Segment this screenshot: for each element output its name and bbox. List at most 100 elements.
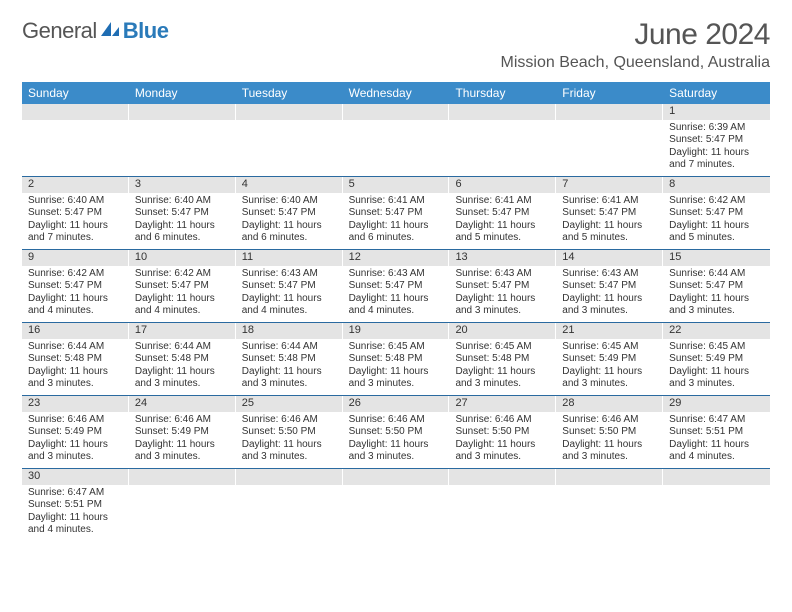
sunrise-line: Sunrise: 6:44 AM (135, 341, 230, 354)
day-number: 12 (343, 250, 450, 266)
day-details: Sunrise: 6:47 AMSunset: 5:51 PMDaylight:… (22, 485, 129, 540)
sunrise-line: Sunrise: 6:44 AM (242, 341, 337, 354)
day-cell: 22Sunrise: 6:45 AMSunset: 5:49 PMDayligh… (663, 323, 770, 395)
day-details: Sunrise: 6:44 AMSunset: 5:48 PMDaylight:… (236, 339, 343, 394)
day-number (449, 104, 556, 120)
day-number: 27 (449, 396, 556, 412)
day-cell: 30Sunrise: 6:47 AMSunset: 5:51 PMDayligh… (22, 469, 129, 541)
sunset-line: Sunset: 5:50 PM (562, 426, 657, 439)
day-number (129, 469, 236, 485)
day-details: Sunrise: 6:41 AMSunset: 5:47 PMDaylight:… (449, 193, 556, 248)
day-number: 1 (663, 104, 770, 120)
sunset-line: Sunset: 5:49 PM (562, 353, 657, 366)
daylight-line: Daylight: 11 hours and 5 minutes. (455, 220, 550, 245)
logo: General Blue (22, 18, 168, 44)
sunrise-line: Sunrise: 6:42 AM (28, 268, 123, 281)
day-number: 2 (22, 177, 129, 193)
sunrise-line: Sunrise: 6:46 AM (349, 414, 444, 427)
day-details: Sunrise: 6:43 AMSunset: 5:47 PMDaylight:… (449, 266, 556, 321)
sunrise-line: Sunrise: 6:41 AM (562, 195, 657, 208)
daylight-line: Daylight: 11 hours and 6 minutes. (349, 220, 444, 245)
day-details: Sunrise: 6:46 AMSunset: 5:50 PMDaylight:… (236, 412, 343, 467)
day-details: Sunrise: 6:46 AMSunset: 5:49 PMDaylight:… (129, 412, 236, 467)
day-details: Sunrise: 6:43 AMSunset: 5:47 PMDaylight:… (236, 266, 343, 321)
day-details: Sunrise: 6:46 AMSunset: 5:49 PMDaylight:… (22, 412, 129, 467)
day-number (449, 469, 556, 485)
week-row: 23Sunrise: 6:46 AMSunset: 5:49 PMDayligh… (22, 396, 770, 469)
day-details: Sunrise: 6:41 AMSunset: 5:47 PMDaylight:… (343, 193, 450, 248)
sunrise-line: Sunrise: 6:42 AM (669, 195, 764, 208)
sunrise-line: Sunrise: 6:46 AM (28, 414, 123, 427)
daylight-line: Daylight: 11 hours and 3 minutes. (135, 439, 230, 464)
day-cell: 14Sunrise: 6:43 AMSunset: 5:47 PMDayligh… (556, 250, 663, 322)
weekday-header: Friday (556, 82, 663, 104)
sunset-line: Sunset: 5:48 PM (28, 353, 123, 366)
sunset-line: Sunset: 5:49 PM (669, 353, 764, 366)
sunset-line: Sunset: 5:48 PM (455, 353, 550, 366)
sunset-line: Sunset: 5:47 PM (669, 280, 764, 293)
day-cell: 21Sunrise: 6:45 AMSunset: 5:49 PMDayligh… (556, 323, 663, 395)
day-details: Sunrise: 6:46 AMSunset: 5:50 PMDaylight:… (449, 412, 556, 467)
day-cell: 13Sunrise: 6:43 AMSunset: 5:47 PMDayligh… (449, 250, 556, 322)
day-details: Sunrise: 6:42 AMSunset: 5:47 PMDaylight:… (663, 193, 770, 248)
day-cell (129, 104, 236, 176)
day-cell: 27Sunrise: 6:46 AMSunset: 5:50 PMDayligh… (449, 396, 556, 468)
daylight-line: Daylight: 11 hours and 3 minutes. (455, 439, 550, 464)
daylight-line: Daylight: 11 hours and 3 minutes. (28, 439, 123, 464)
sunrise-line: Sunrise: 6:46 AM (455, 414, 550, 427)
week-row: 30Sunrise: 6:47 AMSunset: 5:51 PMDayligh… (22, 469, 770, 541)
sunset-line: Sunset: 5:47 PM (28, 207, 123, 220)
day-cell: 10Sunrise: 6:42 AMSunset: 5:47 PMDayligh… (129, 250, 236, 322)
sunset-line: Sunset: 5:48 PM (242, 353, 337, 366)
day-details: Sunrise: 6:44 AMSunset: 5:47 PMDaylight:… (663, 266, 770, 321)
sunset-line: Sunset: 5:50 PM (242, 426, 337, 439)
daylight-line: Daylight: 11 hours and 5 minutes. (669, 220, 764, 245)
day-number (129, 104, 236, 120)
sunrise-line: Sunrise: 6:45 AM (455, 341, 550, 354)
day-details: Sunrise: 6:46 AMSunset: 5:50 PMDaylight:… (343, 412, 450, 467)
weekday-header: Thursday (449, 82, 556, 104)
week-row: 1Sunrise: 6:39 AMSunset: 5:47 PMDaylight… (22, 104, 770, 177)
day-details: Sunrise: 6:45 AMSunset: 5:48 PMDaylight:… (343, 339, 450, 394)
weekday-header-row: SundayMondayTuesdayWednesdayThursdayFrid… (22, 82, 770, 104)
day-number: 24 (129, 396, 236, 412)
sunset-line: Sunset: 5:50 PM (349, 426, 444, 439)
day-number: 18 (236, 323, 343, 339)
day-cell: 18Sunrise: 6:44 AMSunset: 5:48 PMDayligh… (236, 323, 343, 395)
day-number: 19 (343, 323, 450, 339)
day-number: 26 (343, 396, 450, 412)
day-number: 5 (343, 177, 450, 193)
sunrise-line: Sunrise: 6:44 AM (669, 268, 764, 281)
day-details: Sunrise: 6:40 AMSunset: 5:47 PMDaylight:… (129, 193, 236, 248)
sunset-line: Sunset: 5:49 PM (28, 426, 123, 439)
day-number: 22 (663, 323, 770, 339)
day-details: Sunrise: 6:45 AMSunset: 5:49 PMDaylight:… (556, 339, 663, 394)
sunrise-line: Sunrise: 6:43 AM (455, 268, 550, 281)
day-cell: 1Sunrise: 6:39 AMSunset: 5:47 PMDaylight… (663, 104, 770, 176)
daylight-line: Daylight: 11 hours and 3 minutes. (349, 366, 444, 391)
day-details: Sunrise: 6:43 AMSunset: 5:47 PMDaylight:… (556, 266, 663, 321)
header: General Blue June 2024 Mission Beach, Qu… (22, 18, 770, 72)
sunset-line: Sunset: 5:47 PM (669, 207, 764, 220)
day-cell (449, 469, 556, 541)
sunrise-line: Sunrise: 6:45 AM (349, 341, 444, 354)
day-cell: 17Sunrise: 6:44 AMSunset: 5:48 PMDayligh… (129, 323, 236, 395)
sunrise-line: Sunrise: 6:44 AM (28, 341, 123, 354)
day-details: Sunrise: 6:44 AMSunset: 5:48 PMDaylight:… (129, 339, 236, 394)
day-number: 28 (556, 396, 663, 412)
sunset-line: Sunset: 5:47 PM (669, 134, 764, 147)
day-number (236, 469, 343, 485)
day-cell (236, 469, 343, 541)
daylight-line: Daylight: 11 hours and 3 minutes. (242, 439, 337, 464)
day-number: 7 (556, 177, 663, 193)
sunrise-line: Sunrise: 6:47 AM (28, 487, 123, 500)
daylight-line: Daylight: 11 hours and 3 minutes. (242, 366, 337, 391)
sunset-line: Sunset: 5:48 PM (135, 353, 230, 366)
weeks-container: 1Sunrise: 6:39 AMSunset: 5:47 PMDaylight… (22, 104, 770, 541)
day-cell: 5Sunrise: 6:41 AMSunset: 5:47 PMDaylight… (343, 177, 450, 249)
sunrise-line: Sunrise: 6:43 AM (242, 268, 337, 281)
day-cell: 9Sunrise: 6:42 AMSunset: 5:47 PMDaylight… (22, 250, 129, 322)
day-cell: 24Sunrise: 6:46 AMSunset: 5:49 PMDayligh… (129, 396, 236, 468)
sunset-line: Sunset: 5:47 PM (455, 207, 550, 220)
sunrise-line: Sunrise: 6:41 AM (349, 195, 444, 208)
